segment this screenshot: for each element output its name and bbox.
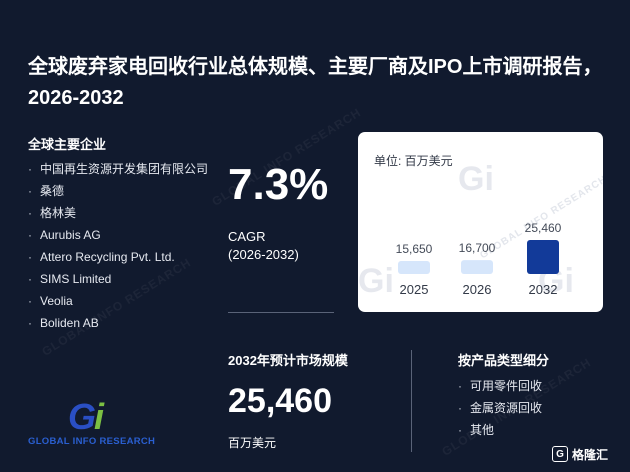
company-list-item: · Veolia [28, 290, 208, 312]
company-list-item-label: Veolia [40, 294, 73, 308]
cagr-period: (2026-2032) [228, 247, 299, 262]
bar-value-label: 16,700 [459, 241, 496, 255]
bar-value-label: 25,460 [525, 221, 562, 235]
bullet-icon: · [458, 379, 462, 393]
bar-value-label: 15,650 [396, 242, 433, 256]
companies-heading: 全球主要企业 [28, 137, 107, 152]
company-list-item-label: Attero Recycling Pvt. Ltd. [40, 250, 175, 264]
bar-2025 [398, 261, 430, 274]
bullet-icon: · [28, 162, 32, 176]
company-list-item-label: Aurubis AG [40, 228, 101, 242]
bullet-icon: · [28, 294, 32, 308]
segment-heading: 按产品类型细分 [458, 353, 550, 368]
cagr-label: CAGR [228, 229, 266, 244]
bar-2026 [461, 260, 493, 274]
bullet-icon: · [28, 206, 32, 220]
company-logo: Gi GLOBAL INFO RESEARCH [28, 396, 178, 452]
bullet-icon: · [458, 423, 462, 437]
bar-category-label: 2026 [463, 282, 492, 297]
bar-category-label: 2032 [529, 282, 558, 297]
logo-mark-i: i [94, 396, 104, 437]
company-list: · 中国再生资源开发集团有限公司 · 桑德 · 格林美 · Aurubis AG · Attero… [28, 158, 208, 334]
market-size-heading: 2032年预计市场规模 [228, 353, 348, 368]
brand-text: 格隆汇 [572, 447, 609, 462]
bullet-icon: · [28, 316, 32, 330]
logo-mark: Gi [68, 396, 104, 438]
logo-mark-g: G [68, 396, 96, 437]
vertical-divider [411, 350, 412, 452]
company-list-item-label: Boliden AB [40, 316, 99, 330]
watermark-logo: Gi [358, 262, 394, 300]
company-list-item-label: 格林美 [40, 206, 77, 220]
divider [228, 312, 334, 313]
bar-chart: 15,650 2025 16,700 2026 25,460 2032 [396, 221, 562, 297]
segment-list-item: · 金属资源回收 [458, 397, 542, 419]
company-list-item-label: 桑德 [40, 184, 65, 198]
company-list-item-label: 中国再生资源开发集团有限公司 [40, 162, 209, 176]
company-list-item: · 中国再生资源开发集团有限公司 [28, 158, 208, 180]
bar-category-label: 2025 [400, 282, 429, 297]
chart-card: Gi GLOBAL INFO RESEARCH Gi Gi 单位: 百万美元 1… [358, 132, 603, 312]
chart-unit-label: 单位: 百万美元 [374, 154, 453, 168]
company-list-item: · Attero Recycling Pvt. Ltd. [28, 246, 208, 268]
market-size-value: 25,460 [228, 382, 332, 420]
bullet-icon: · [458, 401, 462, 415]
segment-list-item-label: 金属资源回收 [470, 401, 543, 415]
bullet-icon: · [28, 184, 32, 198]
market-size-unit: 百万美元 [228, 436, 277, 450]
watermark-logo: Gi [458, 160, 494, 198]
segment-list: · 可用零件回收 · 金属资源回收 · 其他 [458, 375, 542, 441]
segment-list-item: · 其他 [458, 419, 542, 441]
company-list-item: · 桑德 [28, 180, 208, 202]
company-list-item: · 格林美 [28, 202, 208, 224]
bullet-icon: · [28, 272, 32, 286]
company-list-item: · Aurubis AG [28, 224, 208, 246]
page-title: 全球废弃家电回收行业总体规模、主要厂商及IPO上市调研报告，2026-2032 [28, 56, 603, 109]
logo-text: GLOBAL INFO RESEARCH [28, 436, 156, 447]
bar-2032 [527, 240, 559, 274]
company-list-item: · Boliden AB [28, 312, 208, 334]
company-list-item: · SIMS Limited [28, 268, 208, 290]
bullet-icon: · [28, 250, 32, 264]
segment-list-item-label: 可用零件回收 [470, 379, 543, 393]
segment-list-item: · 可用零件回收 [458, 375, 542, 397]
bullet-icon: · [28, 228, 32, 242]
cagr-value: 7.3% [228, 160, 329, 209]
segment-list-item-label: 其他 [470, 423, 495, 437]
company-list-item-label: SIMS Limited [40, 272, 112, 286]
brand-g-icon: G [552, 446, 568, 462]
corner-brand-badge: G 格隆汇 [552, 443, 608, 465]
